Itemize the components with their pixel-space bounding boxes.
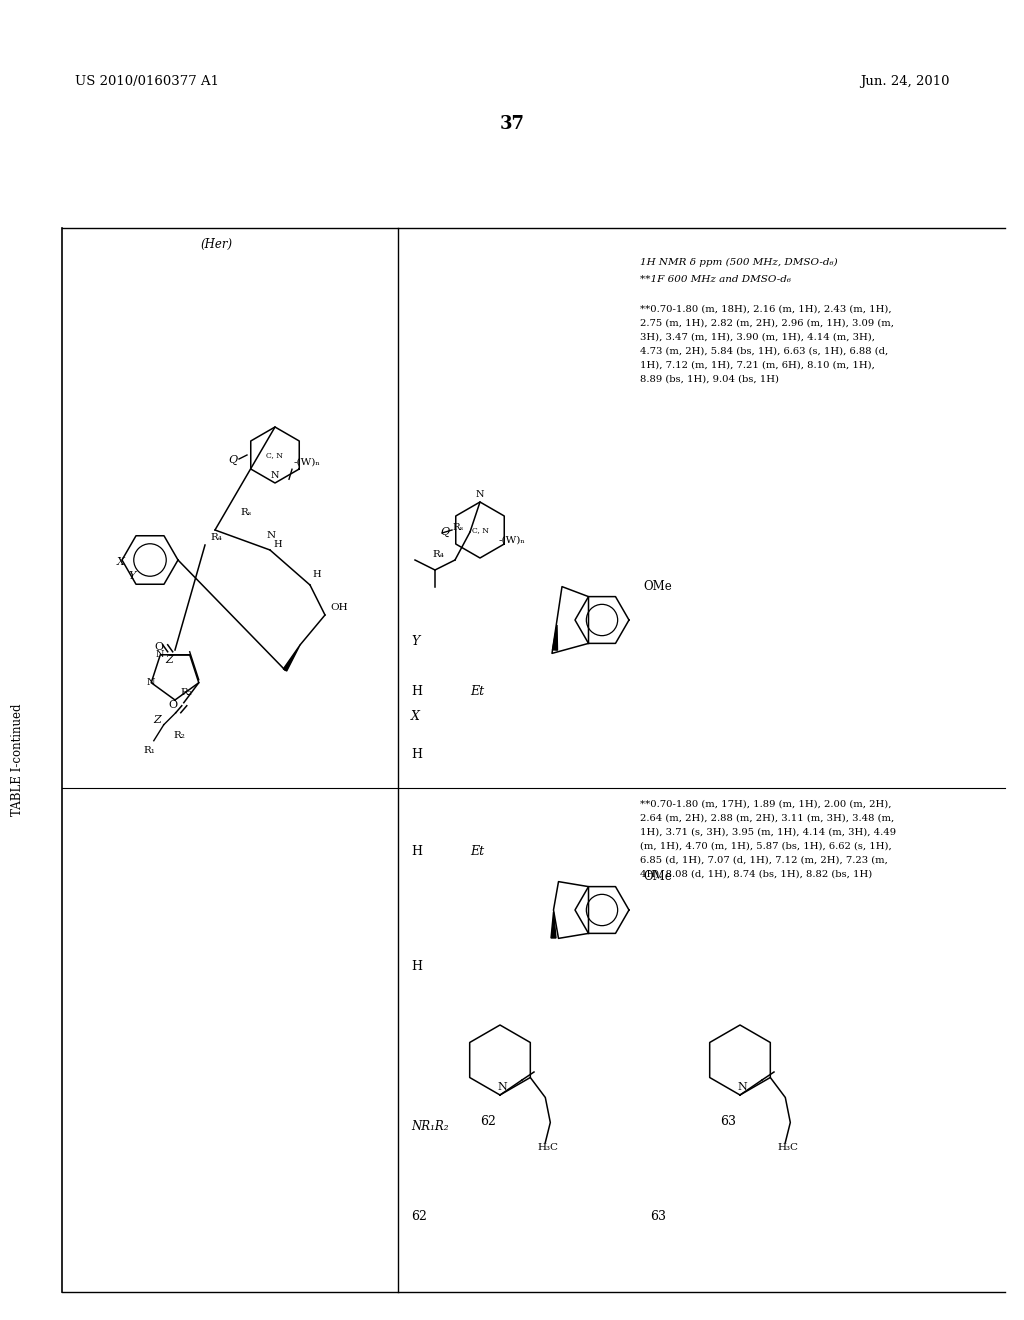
- Text: 63: 63: [720, 1115, 736, 1129]
- Text: R₄: R₄: [432, 550, 443, 558]
- Text: Z: Z: [154, 714, 162, 725]
- Text: X: X: [411, 710, 420, 723]
- Text: R₁: R₁: [143, 746, 156, 755]
- Polygon shape: [553, 624, 557, 651]
- Text: R₂: R₂: [174, 731, 185, 739]
- Text: N: N: [476, 490, 484, 499]
- Polygon shape: [284, 645, 300, 671]
- Text: Et: Et: [470, 845, 484, 858]
- Text: O: O: [169, 700, 178, 710]
- Text: 1H), 3.71 (s, 3H), 3.95 (m, 1H), 4.14 (m, 3H), 4.49: 1H), 3.71 (s, 3H), 3.95 (m, 1H), 4.14 (m…: [640, 828, 896, 837]
- Text: 62: 62: [411, 1210, 427, 1224]
- Text: -(W)ₙ: -(W)ₙ: [294, 457, 321, 466]
- Text: OMe: OMe: [643, 579, 672, 593]
- Text: Y: Y: [128, 572, 135, 581]
- Text: 63: 63: [650, 1210, 666, 1224]
- Text: (Her): (Her): [200, 238, 232, 251]
- Text: X: X: [117, 557, 125, 568]
- Text: **0.70-1.80 (m, 17H), 1.89 (m, 1H), 2.00 (m, 2H),: **0.70-1.80 (m, 17H), 1.89 (m, 1H), 2.00…: [640, 800, 892, 809]
- Text: Rₛ: Rₛ: [240, 508, 251, 517]
- Text: Et: Et: [470, 685, 484, 698]
- Text: Rₛ: Rₛ: [452, 523, 463, 532]
- Text: OH: OH: [330, 603, 347, 612]
- Text: 6.85 (d, 1H), 7.07 (d, 1H), 7.12 (m, 2H), 7.23 (m,: 6.85 (d, 1H), 7.07 (d, 1H), 7.12 (m, 2H)…: [640, 855, 888, 865]
- Text: NR₁R₂: NR₁R₂: [411, 1119, 449, 1133]
- Text: C, N: C, N: [266, 451, 284, 459]
- Text: 8.89 (bs, 1H), 9.04 (bs, 1H): 8.89 (bs, 1H), 9.04 (bs, 1H): [640, 375, 779, 384]
- Text: N: N: [270, 471, 280, 480]
- Text: R₄: R₄: [210, 533, 222, 543]
- Text: H: H: [411, 960, 422, 973]
- Text: H: H: [312, 570, 321, 579]
- Text: 4.73 (m, 2H), 5.84 (bs, 1H), 6.63 (s, 1H), 6.88 (d,: 4.73 (m, 2H), 5.84 (bs, 1H), 6.63 (s, 1H…: [640, 347, 888, 356]
- Text: Z: Z: [165, 655, 173, 665]
- Text: H₃C: H₃C: [777, 1143, 799, 1152]
- Text: -(W)ₙ: -(W)ₙ: [499, 535, 525, 544]
- Text: C, N: C, N: [471, 525, 488, 535]
- Text: N: N: [146, 677, 155, 686]
- Text: 62: 62: [480, 1115, 496, 1129]
- Text: H: H: [411, 748, 422, 762]
- Text: 1H), 7.12 (m, 1H), 7.21 (m, 6H), 8.10 (m, 1H),: 1H), 7.12 (m, 1H), 7.21 (m, 6H), 8.10 (m…: [640, 360, 874, 370]
- Polygon shape: [551, 912, 556, 939]
- Text: (m, 1H), 4.70 (m, 1H), 5.87 (bs, 1H), 6.62 (s, 1H),: (m, 1H), 4.70 (m, 1H), 5.87 (bs, 1H), 6.…: [640, 842, 892, 851]
- Text: 2.64 (m, 2H), 2.88 (m, 2H), 3.11 (m, 3H), 3.48 (m,: 2.64 (m, 2H), 2.88 (m, 2H), 3.11 (m, 3H)…: [640, 814, 894, 822]
- Text: **0.70-1.80 (m, 18H), 2.16 (m, 1H), 2.43 (m, 1H),: **0.70-1.80 (m, 18H), 2.16 (m, 1H), 2.43…: [640, 305, 892, 314]
- Text: Y: Y: [411, 635, 419, 648]
- Text: H: H: [411, 685, 422, 698]
- Text: 2.75 (m, 1H), 2.82 (m, 2H), 2.96 (m, 1H), 3.09 (m,: 2.75 (m, 1H), 2.82 (m, 2H), 2.96 (m, 1H)…: [640, 319, 894, 327]
- Text: R₂: R₂: [180, 688, 191, 697]
- Text: 3H), 3.47 (m, 1H), 3.90 (m, 1H), 4.14 (m, 3H),: 3H), 3.47 (m, 1H), 3.90 (m, 1H), 4.14 (m…: [640, 333, 874, 342]
- Text: H₃C: H₃C: [538, 1143, 558, 1152]
- Text: N: N: [497, 1082, 507, 1092]
- Text: 1H NMR δ ppm (500 MHz, DMSO-d₆): 1H NMR δ ppm (500 MHz, DMSO-d₆): [640, 257, 838, 267]
- Text: Q: Q: [228, 455, 237, 465]
- Text: US 2010/0160377 A1: US 2010/0160377 A1: [75, 75, 219, 88]
- Text: O: O: [155, 642, 164, 652]
- Text: H: H: [411, 845, 422, 858]
- Text: Jun. 24, 2010: Jun. 24, 2010: [860, 75, 950, 88]
- Text: TABLE I-continued: TABLE I-continued: [11, 704, 25, 816]
- Text: 4H), 8.08 (d, 1H), 8.74 (bs, 1H), 8.82 (bs, 1H): 4H), 8.08 (d, 1H), 8.74 (bs, 1H), 8.82 (…: [640, 870, 872, 879]
- Text: **1F 600 MHz and DMSO-d₆: **1F 600 MHz and DMSO-d₆: [640, 275, 791, 284]
- Text: N: N: [737, 1082, 746, 1092]
- Text: 37: 37: [500, 115, 524, 133]
- Text: N: N: [156, 649, 164, 659]
- Text: OMe: OMe: [643, 870, 672, 883]
- Text: N: N: [267, 531, 276, 540]
- Text: H: H: [273, 540, 282, 549]
- Text: Q: Q: [440, 527, 450, 537]
